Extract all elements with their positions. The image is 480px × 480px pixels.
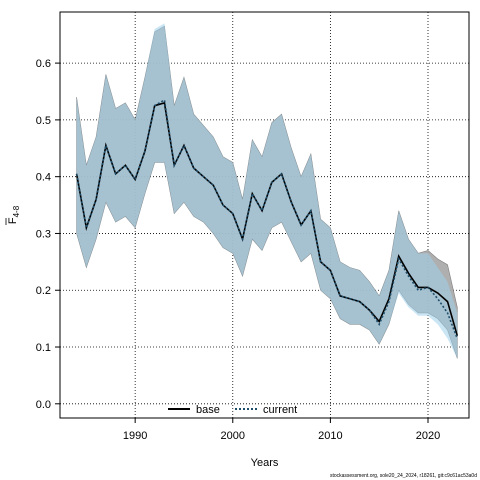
confidence-bands: [76, 23, 458, 359]
line-base: [75, 101, 459, 336]
y-tick-label: 0.1: [36, 342, 51, 354]
x-tick-label: 2020: [416, 430, 440, 442]
y-axis-title-sub: 4-8: [12, 205, 21, 217]
legend-label-base: base: [196, 404, 220, 416]
x-tick-label: 2000: [221, 430, 245, 442]
y-axis-title: F4-8: [5, 205, 21, 225]
y-tick-label: 0.5: [36, 115, 51, 127]
x-tick-label: 1990: [123, 430, 147, 442]
y-tick-label: 0.0: [36, 399, 51, 411]
y-tick-label: 0.3: [36, 228, 51, 240]
y-tick-label: 0.6: [36, 58, 51, 70]
series-lines: [75, 98, 459, 339]
legend: base current: [168, 404, 297, 416]
band-current: [76, 23, 458, 359]
y-axis-title-main: F: [7, 217, 19, 224]
axis-ticks: 1990 2000 2010 2020 0.0 0.1 0.2 0.3 0.4 0.5 0.6: [36, 58, 441, 442]
plot-frame: [59, 11, 470, 419]
x-tick-label: 2010: [318, 430, 342, 442]
y-tick-label: 0.2: [36, 285, 51, 297]
x-axis-title: Years: [251, 457, 279, 469]
svg-text:F4-8: F4-8: [7, 205, 21, 224]
legend-label-current: current: [263, 404, 297, 416]
y-tick-label: 0.4: [36, 172, 51, 184]
footer-credit: stockassessment.org, sole20_24_2024, r18…: [330, 473, 477, 479]
